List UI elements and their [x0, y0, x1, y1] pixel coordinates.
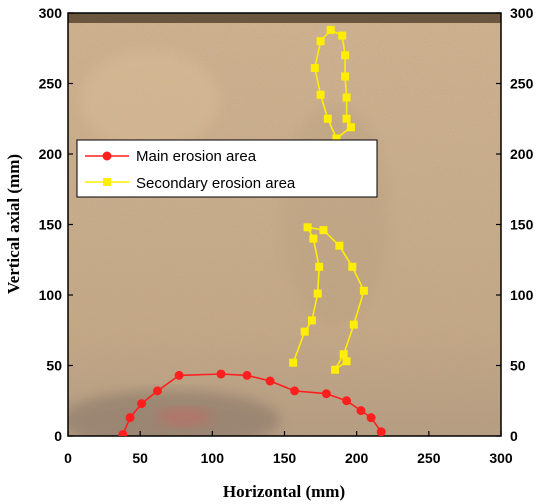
- data-point: [137, 399, 147, 409]
- y-tick-label-left: 150: [39, 217, 63, 233]
- y-axis-ticks-left: 0 50 100 150 200 250 300: [39, 5, 73, 444]
- data-point: [216, 369, 226, 379]
- data-point: [307, 316, 316, 325]
- y-tick-label-left: 50: [46, 358, 62, 374]
- y-tick-label-right: 250: [510, 76, 534, 92]
- data-point: [310, 63, 319, 72]
- y-tick-label-left: 300: [39, 5, 63, 21]
- data-point: [356, 406, 366, 416]
- data-point: [326, 25, 335, 34]
- data-point: [321, 389, 331, 399]
- series-secondary-erosion: [289, 25, 368, 374]
- legend-label-main: Main erosion area: [136, 148, 257, 165]
- data-point: [290, 386, 300, 396]
- data-point: [342, 93, 351, 102]
- x-tick-label: 150: [273, 450, 297, 466]
- data-point: [341, 72, 350, 81]
- legend: Main erosion area Secondary erosion area: [76, 139, 378, 198]
- data-point: [316, 37, 325, 46]
- data-point: [338, 31, 347, 40]
- data-point: [316, 90, 325, 99]
- x-tick-label: 100: [201, 450, 225, 466]
- y-tick-label-left: 200: [39, 146, 63, 162]
- data-point: [346, 123, 355, 132]
- data-point: [323, 114, 332, 123]
- data-point: [315, 262, 324, 271]
- data-point: [331, 365, 340, 374]
- series-layer: [118, 25, 386, 436]
- data-point: [313, 289, 322, 298]
- data-point: [342, 357, 351, 366]
- y-tick-label-left: 250: [39, 76, 63, 92]
- x-axis-label: Horizontal (mm): [223, 482, 345, 501]
- legend-label-secondary: Secondary erosion area: [136, 175, 296, 192]
- data-point: [342, 396, 352, 406]
- x-tick-label: 250: [417, 450, 441, 466]
- y-tick-label-right: 50: [510, 358, 526, 374]
- y-tick-label-left: 100: [39, 287, 63, 303]
- data-point: [303, 223, 312, 232]
- x-axis-ticks: 0 50 100 150 200 250 300: [64, 431, 513, 466]
- y-axis-label: Vertical axial (mm): [4, 154, 23, 294]
- y-tick-label-left: 0: [54, 428, 62, 444]
- data-point: [118, 430, 128, 436]
- y-tick-label-right: 100: [510, 287, 534, 303]
- data-point: [359, 286, 368, 295]
- data-point: [300, 327, 309, 336]
- data-point: [289, 358, 298, 367]
- series-main-erosion: [118, 369, 386, 436]
- legend-swatch-secondary-marker: [103, 178, 111, 186]
- y-tick-label-right: 300: [510, 5, 534, 21]
- x-tick-label: 0: [64, 450, 72, 466]
- y-tick-label-right: 0: [510, 428, 518, 444]
- legend-swatch-main-marker: [102, 151, 112, 161]
- data-point: [319, 226, 328, 235]
- data-point: [309, 234, 318, 243]
- data-point: [341, 51, 350, 60]
- data-point: [376, 427, 386, 436]
- data-point: [332, 134, 341, 143]
- y-axis-ticks-right: 0 50 100 150 200 250 300: [496, 5, 534, 444]
- x-tick-label: 200: [345, 450, 369, 466]
- data-point: [348, 262, 357, 271]
- data-point: [339, 350, 348, 359]
- legend-box: [76, 139, 378, 198]
- data-point: [366, 413, 376, 423]
- data-point: [265, 376, 275, 386]
- data-point: [349, 320, 358, 329]
- data-point: [125, 413, 135, 423]
- data-point: [335, 241, 344, 250]
- data-point: [152, 386, 162, 396]
- x-tick-label: 50: [132, 450, 148, 466]
- x-tick-label: 300: [489, 450, 513, 466]
- data-point: [342, 114, 351, 123]
- y-tick-label-right: 150: [510, 217, 534, 233]
- data-point: [242, 370, 252, 380]
- data-point: [174, 370, 184, 380]
- y-tick-label-right: 200: [510, 146, 534, 162]
